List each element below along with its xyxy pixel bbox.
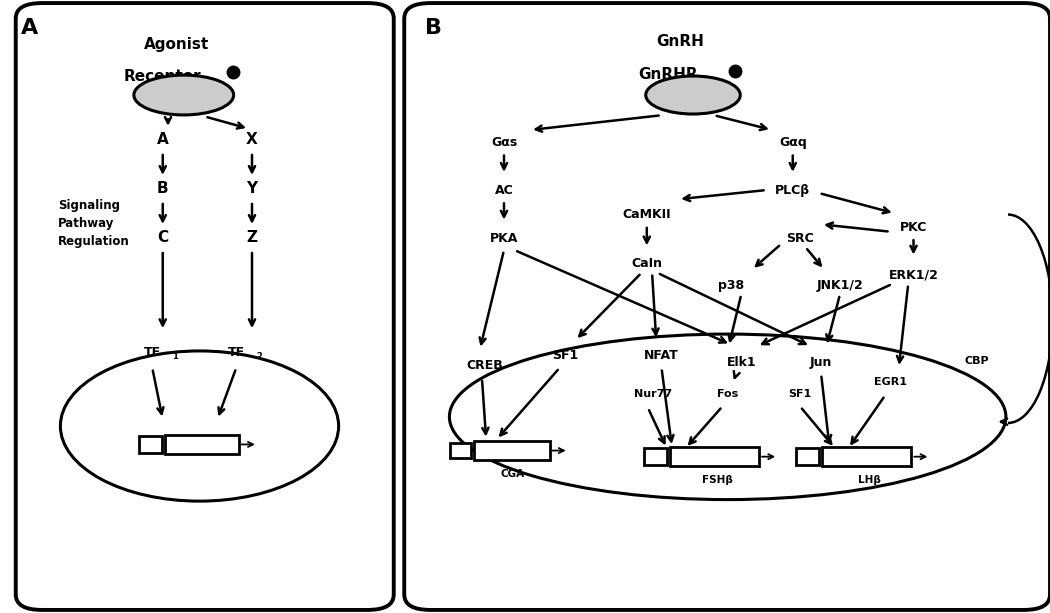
Text: 2: 2 [256,352,262,362]
Text: Receptor: Receptor [124,69,202,84]
Text: GnRHR: GnRHR [638,67,697,82]
Text: B: B [425,18,442,39]
FancyBboxPatch shape [670,447,759,466]
Text: CaIn: CaIn [631,257,663,270]
Text: Elk1: Elk1 [727,356,756,368]
FancyBboxPatch shape [166,435,239,454]
Text: Z: Z [247,230,257,245]
Text: A: A [156,132,169,147]
Text: ERK1/2: ERK1/2 [888,268,939,281]
FancyBboxPatch shape [449,443,470,459]
Text: Y: Y [247,181,257,196]
Text: PKA: PKA [489,232,519,245]
Text: Agonist: Agonist [144,37,209,52]
Text: PKC: PKC [900,221,927,234]
Text: LHβ: LHβ [858,475,881,485]
Text: SF1: SF1 [552,349,579,362]
Text: X: X [246,132,258,147]
Text: Nur77: Nur77 [634,389,672,399]
Text: JNK1/2: JNK1/2 [817,279,863,292]
Text: CaMKII: CaMKII [623,208,671,221]
Text: NFAT: NFAT [644,349,679,362]
FancyBboxPatch shape [644,448,667,465]
Text: FSHβ: FSHβ [701,475,733,485]
Text: CGA: CGA [501,469,524,479]
FancyBboxPatch shape [404,3,1050,610]
Text: Gαq: Gαq [779,136,806,149]
Ellipse shape [646,76,740,114]
Text: Signaling
Pathway
Regulation: Signaling Pathway Regulation [58,199,129,248]
Ellipse shape [61,351,338,501]
Text: SF1: SF1 [789,389,812,399]
Text: AC: AC [495,184,513,197]
Text: C: C [158,230,168,245]
Text: Fos: Fos [717,389,738,399]
Text: SRC: SRC [786,232,814,245]
Text: Gαs: Gαs [491,136,517,149]
Ellipse shape [449,334,1006,500]
Text: B: B [156,181,169,196]
Ellipse shape [134,75,233,115]
Text: CREB: CREB [466,359,504,371]
Text: EGR1: EGR1 [874,377,907,387]
Text: A: A [21,18,38,39]
Text: TF: TF [144,346,161,359]
FancyBboxPatch shape [139,436,162,452]
Text: PLCβ: PLCβ [775,184,811,197]
Text: TF: TF [228,346,245,359]
Text: 1: 1 [172,352,179,362]
FancyBboxPatch shape [822,447,911,466]
FancyBboxPatch shape [16,3,394,610]
Text: Jun: Jun [810,356,833,368]
Text: GnRH: GnRH [656,34,705,49]
Text: CBP: CBP [964,356,989,365]
Text: p38: p38 [718,279,743,292]
FancyBboxPatch shape [796,448,819,465]
FancyBboxPatch shape [475,441,550,460]
